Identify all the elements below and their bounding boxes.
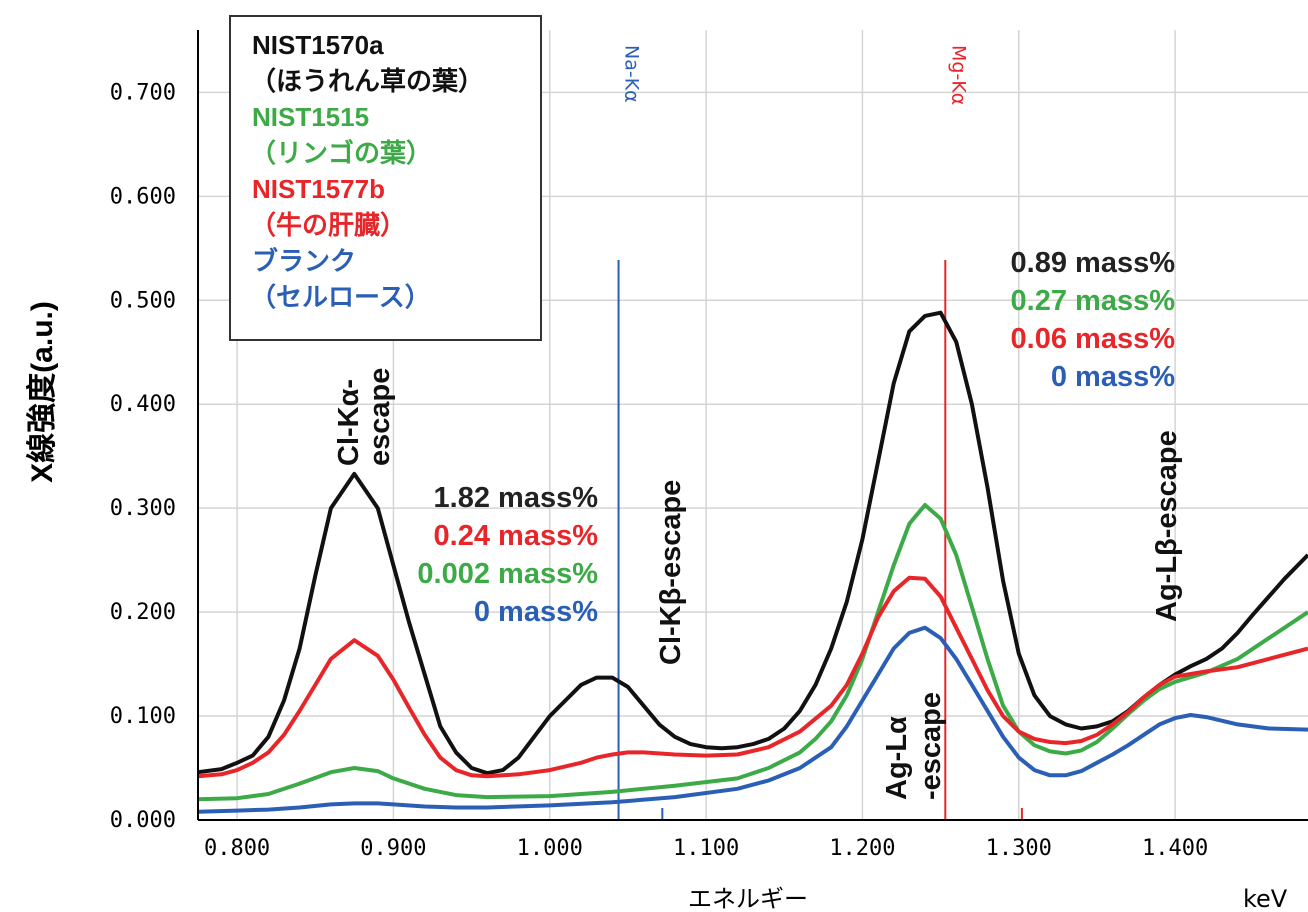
legend-entry-text: NIST1515 (252, 102, 369, 132)
mass-percent-label: 0.24 mass% (434, 520, 599, 552)
y-tick-label: 0.000 (110, 808, 176, 833)
x-tick-label: 1.300 (986, 836, 1052, 861)
x-tick-label: 1.400 (1142, 836, 1208, 861)
legend-entry-text: NIST1577b (252, 174, 385, 204)
peak-label-ag-la: Ag-Lα -escape (881, 692, 947, 800)
mass-percent-group-cl: 1.82 mass% 0.24 mass% 0.002 mass% 0 mass% (417, 482, 598, 628)
element-line-label: Na-Kα (621, 45, 643, 103)
element-lines: Na-Kα Mg-Kα (617, 45, 1023, 820)
series-line-4 (197, 625, 1308, 814)
legend-box (229, 15, 542, 341)
x-axis-unit: keV (1243, 885, 1288, 912)
svg-text:Cl-Kα-: Cl-Kα- (333, 379, 365, 466)
peak-label-line: Cl-Kα- (333, 379, 365, 466)
mass-percent-label: 0 mass% (474, 596, 598, 628)
legend-entry-text: ブランク (252, 246, 356, 276)
peak-label-line: escape (364, 368, 396, 466)
x-tick-label: 0.900 (360, 836, 426, 861)
mass-percent-label: 0.06 mass% (1011, 323, 1176, 355)
x-axis-label: エネルギー (688, 885, 808, 912)
axes (197, 30, 1308, 821)
legend-entry-text: （ほうれん草の葉） (250, 66, 484, 96)
mass-percent-label: 0.89 mass% (1011, 247, 1176, 279)
legend: NIST1570a （ほうれん草の葉） NIST1515 （リンゴの葉） NIST157… (229, 15, 542, 341)
y-tick-label: 0.400 (110, 392, 176, 417)
legend-entry-text: （リンゴの葉） (250, 138, 432, 168)
series-line-3 (197, 575, 1308, 779)
y-axis-label: X線強度(a.u.) (25, 301, 59, 483)
legend-entry-text: NIST1570a (252, 30, 384, 60)
y-tick-label: 0.200 (110, 600, 176, 625)
x-tick-label: 1.100 (673, 836, 739, 861)
peak-label-line: Cl-Kβ-escape (655, 480, 687, 665)
grid-lines (198, 30, 1308, 821)
series-line-2 (197, 503, 1308, 802)
svg-text:escape: escape (364, 368, 396, 466)
spectrum-series (197, 310, 1308, 814)
y-tick-label: 0.300 (110, 496, 176, 521)
x-tick-label: 0.800 (204, 836, 270, 861)
tick-labels: 0.800 0.900 1.000 1.100 1.200 1.300 1.400 0.000… (110, 80, 1208, 861)
peak-label-line: -escape (915, 692, 947, 800)
peak-label-line: Ag-Lα (881, 716, 913, 800)
mass-percent-label: 1.82 mass% (434, 482, 599, 514)
mass-percent-group-mg: 0.89 mass% 0.27 mass% 0.06 mass% 0 mass% (1011, 247, 1176, 393)
peak-label-ag-lb: Ag-Lβ-escape (1151, 430, 1183, 622)
y-tick-label: 0.700 (110, 80, 176, 105)
element-line-label: Mg-Kα (947, 45, 969, 105)
peak-label-cl-ka: Cl-Kα- escape (333, 368, 396, 466)
legend-entry-text: （牛の肝臓） (250, 210, 406, 240)
peak-label-cl-kb: Cl-Kβ-escape (655, 480, 687, 665)
mass-percent-label: 0 mass% (1051, 361, 1175, 393)
mass-percent-label: 0.27 mass% (1011, 285, 1176, 317)
mass-percent-label: 0.002 mass% (417, 558, 598, 590)
y-tick-label: 0.500 (110, 288, 176, 313)
y-tick-label: 0.100 (110, 704, 176, 729)
x-tick-label: 1.200 (829, 836, 895, 861)
legend-entry-text: （セルロース） (250, 282, 431, 312)
peak-label-line: Ag-Lβ-escape (1151, 430, 1183, 622)
y-tick-label: 0.600 (110, 184, 176, 209)
x-tick-label: 1.000 (517, 836, 583, 861)
